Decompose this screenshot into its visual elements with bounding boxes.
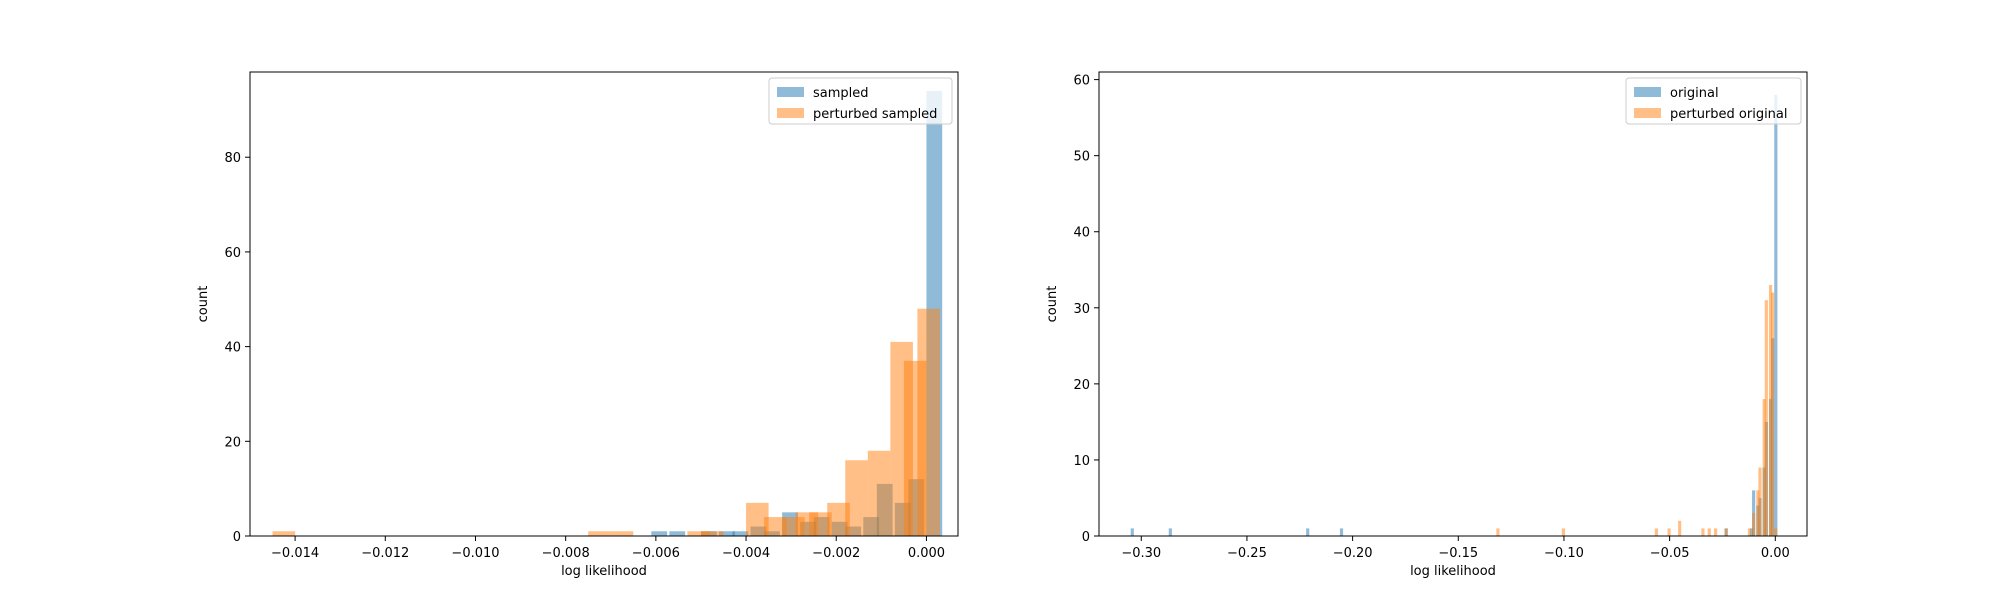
histogram-bar	[1561, 528, 1566, 536]
x-tick-label: −0.15	[1438, 546, 1478, 561]
x-tick-label: −0.014	[271, 546, 319, 561]
right-histogram: −0.30 −0.25 −0.20 −0.15 −0.10 −0.05 0.00 0 10 20 3…	[1045, 71, 1808, 579]
histogram-bar	[867, 450, 891, 536]
x-tick-label: 0.000	[908, 546, 945, 561]
x-tick-label: −0.012	[361, 546, 409, 561]
histogram-bar	[1678, 520, 1682, 536]
y-tick-label: 80	[224, 151, 241, 166]
legend: original perturbed original	[1625, 77, 1802, 125]
histogram-bar	[1768, 284, 1773, 536]
legend-swatch	[1634, 87, 1661, 97]
histogram-bar	[1758, 467, 1762, 536]
y-axis-label: count	[196, 286, 211, 323]
histogram-bar	[610, 531, 634, 536]
histogram-bar	[1701, 528, 1705, 536]
legend-label: perturbed original	[1670, 107, 1788, 122]
histogram-bar	[700, 531, 724, 536]
x-axis-label: log likelihood	[1410, 564, 1496, 579]
axes-frame	[1098, 71, 1808, 537]
histogram-bar	[1496, 528, 1500, 536]
histogram-bar	[1774, 94, 1778, 536]
y-tick-label: 30	[1073, 302, 1090, 317]
y-tick-label: 0	[233, 530, 241, 545]
histogram-bar	[1756, 490, 1760, 536]
histogram-bar	[1168, 528, 1172, 536]
legend-label: perturbed sampled	[813, 107, 937, 122]
x-tick-label: −0.008	[542, 546, 590, 561]
series-1	[1496, 284, 1778, 536]
histogram-bar	[746, 502, 769, 536]
histogram-bar	[718, 531, 735, 536]
y-tick-label: 20	[224, 435, 241, 450]
legend-box	[768, 77, 953, 125]
y-axis-label: count	[1045, 286, 1060, 323]
legend-label: original	[1670, 86, 1719, 101]
x-tick-label: −0.010	[451, 546, 499, 561]
histogram-bar	[1724, 528, 1728, 536]
histogram-bar	[669, 531, 686, 536]
histogram-bar	[809, 512, 832, 536]
y-tick-label: 60	[224, 246, 241, 261]
y-tick-label: 40	[1073, 226, 1090, 241]
histogram-bar	[1667, 528, 1671, 536]
x-tick-label: −0.20	[1333, 546, 1373, 561]
histogram-bar	[1339, 528, 1344, 536]
series-1	[272, 308, 940, 536]
histogram-bar	[272, 531, 296, 536]
x-tick-label: −0.25	[1227, 546, 1267, 561]
x-tick-label: −0.004	[722, 546, 770, 561]
histogram-bar	[827, 502, 850, 536]
legend-swatch	[777, 87, 804, 97]
x-tick-label: 0.00	[1761, 546, 1790, 561]
x-tick-label: −0.10	[1544, 546, 1584, 561]
histogram-bar	[1747, 528, 1751, 536]
left-histogram: −0.014 −0.012 −0.010 −0.008 −0.006 −0.004 −0.0…	[196, 71, 959, 579]
histogram-bar	[588, 531, 611, 536]
y-tick-label: 60	[1073, 74, 1090, 89]
histogram-bar	[1752, 513, 1756, 536]
histogram-bar	[1306, 528, 1310, 536]
y-tick-label: 10	[1073, 454, 1090, 469]
x-tick-label: −0.002	[812, 546, 860, 561]
x-tick-label: −0.30	[1121, 546, 1161, 561]
y-tick-label: 20	[1073, 378, 1090, 393]
histogram-bar	[1714, 528, 1718, 536]
histogram-bar	[845, 460, 868, 536]
histogram-bar	[1654, 528, 1658, 536]
histogram-bar	[1764, 300, 1768, 536]
y-tick-label: 50	[1073, 150, 1090, 165]
histogram-bar	[1771, 292, 1775, 536]
legend-box	[1625, 77, 1802, 125]
legend-swatch	[777, 108, 804, 118]
y-tick-label: 40	[224, 341, 241, 356]
axes-frame	[249, 71, 959, 537]
histogram-bar	[917, 308, 940, 536]
histogram-bar	[1707, 528, 1711, 536]
histogram-bar	[1762, 399, 1766, 536]
histogram-bar	[1130, 528, 1134, 536]
legend-label: sampled	[813, 86, 869, 101]
histogram-bar	[687, 531, 710, 536]
legend: sampled perturbed sampled	[768, 77, 953, 125]
x-axis-label: log likelihood	[561, 564, 647, 579]
histogram-bar	[1774, 528, 1778, 536]
histogram-bar	[732, 531, 749, 536]
x-tick-label: −0.006	[632, 546, 680, 561]
histogram-bar	[764, 517, 787, 536]
x-tick-label: −0.05	[1650, 546, 1690, 561]
y-tick-label: 0	[1082, 530, 1090, 545]
histogram-bar	[1749, 528, 1754, 536]
legend-swatch	[1634, 108, 1661, 118]
histogram-bar	[651, 531, 668, 536]
